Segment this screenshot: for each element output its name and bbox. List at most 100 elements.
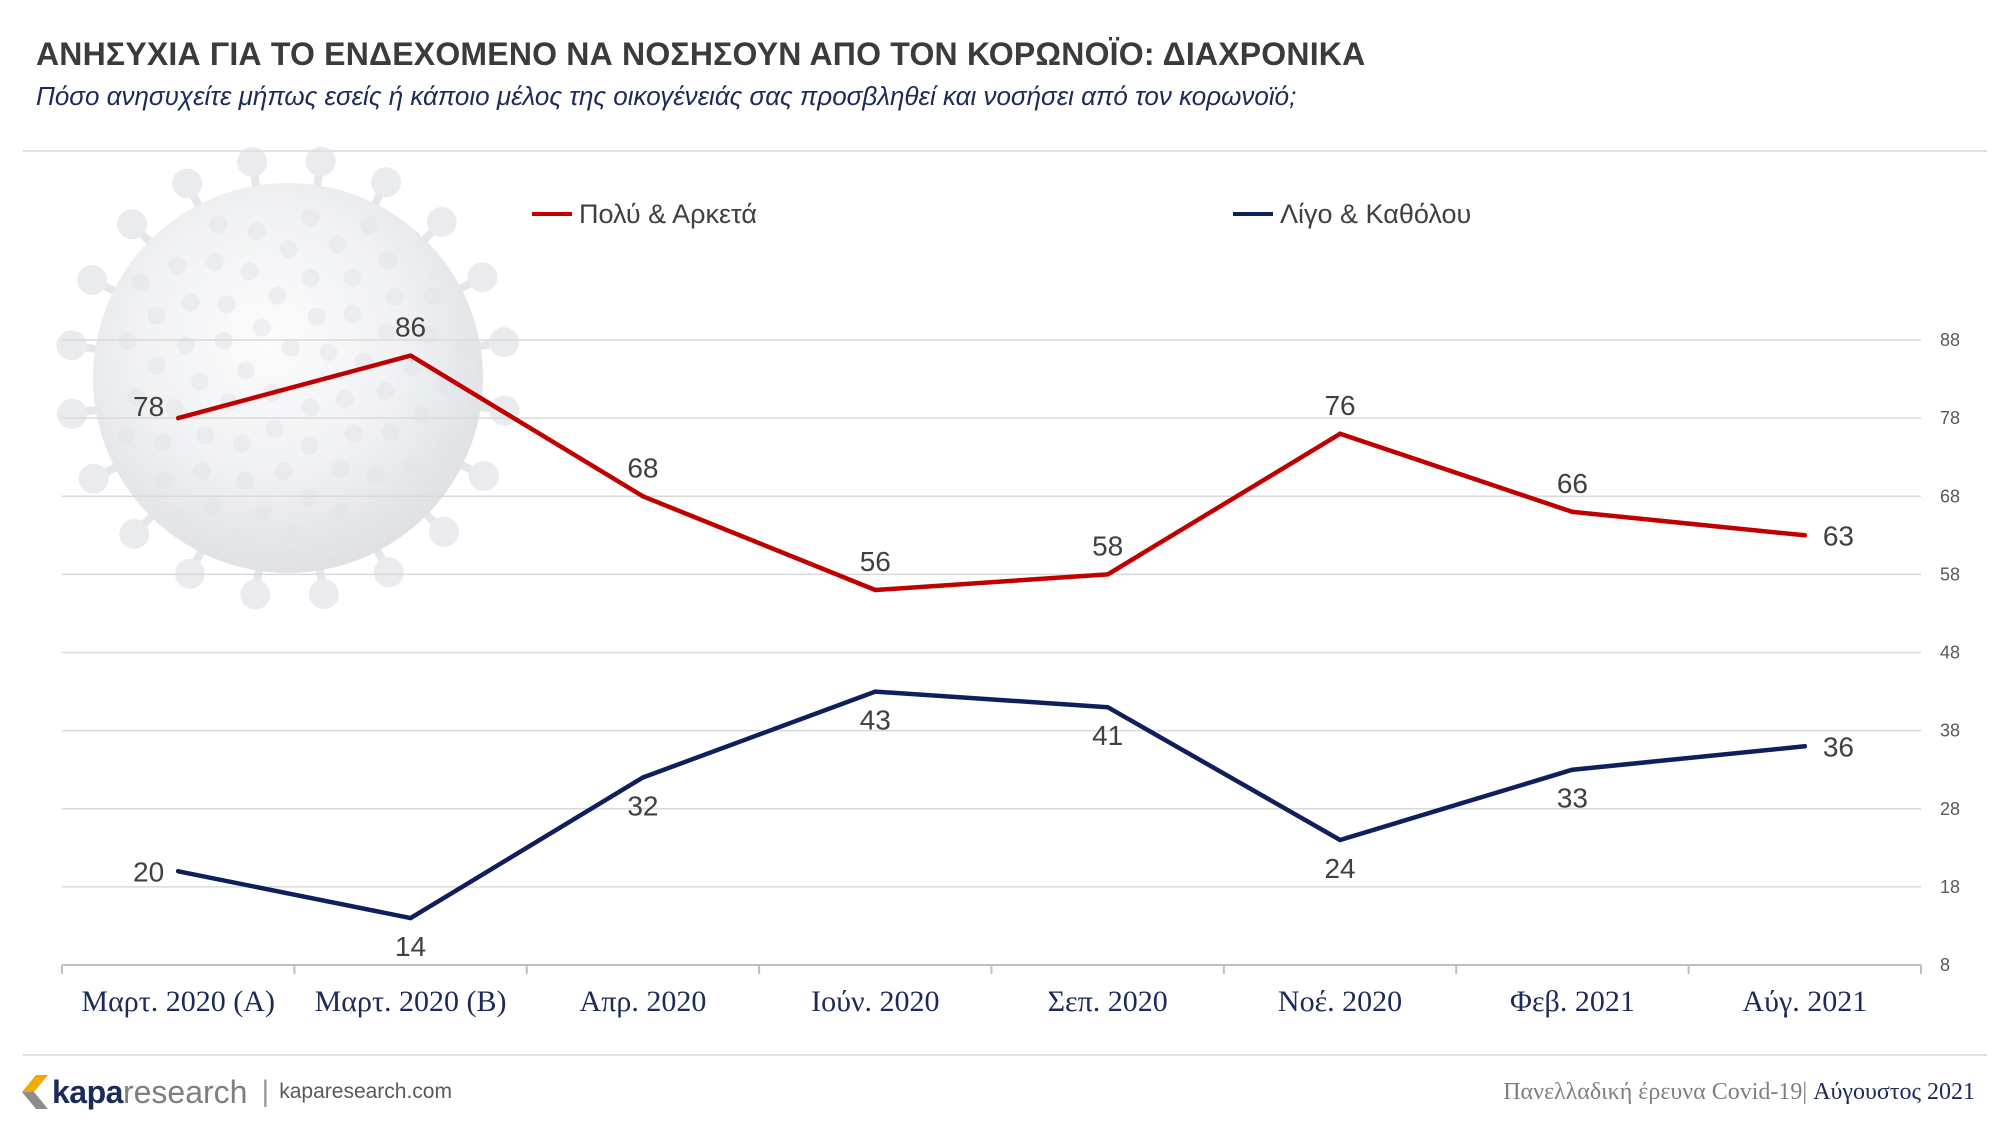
virus-texture-dot [169,509,188,528]
virus-texture-dot [155,471,174,490]
virus-spike-head [240,579,271,610]
virus-texture-dot [343,304,362,323]
virus-spike-head [468,461,499,492]
data-labels: 78 86 68 56 58 76 66 63 20 14 32 43 41 24 33 36 [133,312,1854,963]
virus-texture-dot [118,332,137,351]
virus-texture-dot [168,256,187,275]
virus-spike-head [373,557,404,588]
virus-texture-dot [435,435,454,454]
virus-texture-dot [343,268,362,287]
data-point [175,415,181,421]
virus-spike-head [117,209,148,240]
legend-line-swatch [532,212,572,216]
virus-spike-head [371,167,402,198]
virus-texture-dot [385,288,404,307]
virus-texture-dot [254,502,273,521]
footer-branding: kapa research | kaparesearch.com [22,1074,452,1110]
virus-texture-dot [203,497,222,516]
virus-texture-dot [284,524,303,543]
data-point [408,353,413,358]
virus-texture-dot [307,307,326,326]
virus-spike-head [467,262,498,293]
data-label: 58 [1092,530,1123,561]
virus-texture-dot [419,325,438,344]
virus-texture-dot [413,405,432,424]
data-label: 14 [395,931,426,962]
virus-texture-dot [131,273,150,292]
data-label: 20 [133,856,164,887]
data-label: 32 [627,791,658,822]
y-tick-label: 38 [1940,721,1960,741]
data-point [640,775,646,780]
virus-texture-dot [196,426,215,445]
virus-texture-dot [403,358,422,377]
data-label: 76 [1324,390,1355,421]
virus-texture-dot [181,293,200,312]
footer-divider [23,1054,1987,1056]
virus-texture-dot [279,240,298,259]
virus-spike-head [56,330,87,361]
virus-texture-dot [335,389,354,408]
y-tick-label: 48 [1940,643,1960,663]
survey-date: Αύγουστος 2021 [1813,1079,1975,1105]
virus-spike-head [426,207,457,238]
virus-texture-dot [319,343,338,362]
legend-line-swatch [1233,212,1273,216]
footer-separator: | [261,1075,270,1108]
virus-texture-dot [453,339,472,358]
virus-texture-dot [274,462,293,481]
page-subtitle: Πόσο ανησυχείτε μήπως εσείς ή κάποιο μέλ… [36,81,1297,111]
data-label: 43 [860,705,891,736]
virus-texture-dot [147,356,166,375]
gridlines [62,339,1921,888]
logo-brand-light: research [122,1074,248,1110]
y-tick-label: 68 [1940,486,1960,506]
virus-texture-dot [227,528,246,547]
virus-spike-head [119,518,150,549]
data-label: 36 [1823,731,1854,762]
x-tick-label: Νοέ. 2020 [1278,985,1402,1018]
virus-spike-head [489,327,520,358]
virus-texture-dot [247,222,266,241]
coronavirus-icon [56,146,520,610]
x-tick-label: Μαρτ. 2020 (Α) [81,985,275,1018]
virus-texture-dot [214,331,233,350]
virus-texture-dot [117,426,136,445]
virus-texture-dot [217,295,236,314]
data-label: 66 [1557,468,1588,499]
virus-texture-dot [236,361,255,380]
virus-texture-dot [381,422,400,441]
virus-texture-dot [371,503,390,522]
data-label: 86 [395,312,426,343]
virus-texture-dot [176,336,195,355]
virus-body [93,183,483,573]
y-tick-label: 58 [1940,564,1960,584]
virus-texture-dot [205,252,224,271]
virus-texture-dot [192,462,211,481]
data-point [175,869,181,874]
data-label: 68 [627,452,658,483]
virus-texture-dot [378,323,397,342]
virus-texture-dot [147,306,166,325]
virus-texture-dot [344,424,363,443]
x-tick-label: Φεβ. 2021 [1510,985,1635,1018]
data-label: 33 [1557,783,1588,814]
series-line-2 [175,689,1808,921]
legend-label: Πολύ & Αρκετά [579,199,757,229]
data-point [1570,767,1575,772]
virus-spike-head [77,264,108,295]
data-label: 41 [1092,720,1123,751]
virus-texture-dot [379,251,398,270]
legend-label: Λίγο & Καθόλου [1280,199,1472,229]
y-tick-label: 18 [1940,877,1960,897]
virus-spike-head [308,579,339,610]
x-tick-label: Μαρτ. 2020 (Β) [315,985,507,1018]
kapa-logo-mark-icon [22,1075,48,1109]
virus-texture-dot [360,216,379,235]
y-tick-label: 88 [1940,330,1960,350]
virus-spike-head [305,146,336,177]
virus-texture-dot [153,433,172,452]
data-point [873,587,878,593]
y-tick-label: 8 [1940,955,1950,975]
